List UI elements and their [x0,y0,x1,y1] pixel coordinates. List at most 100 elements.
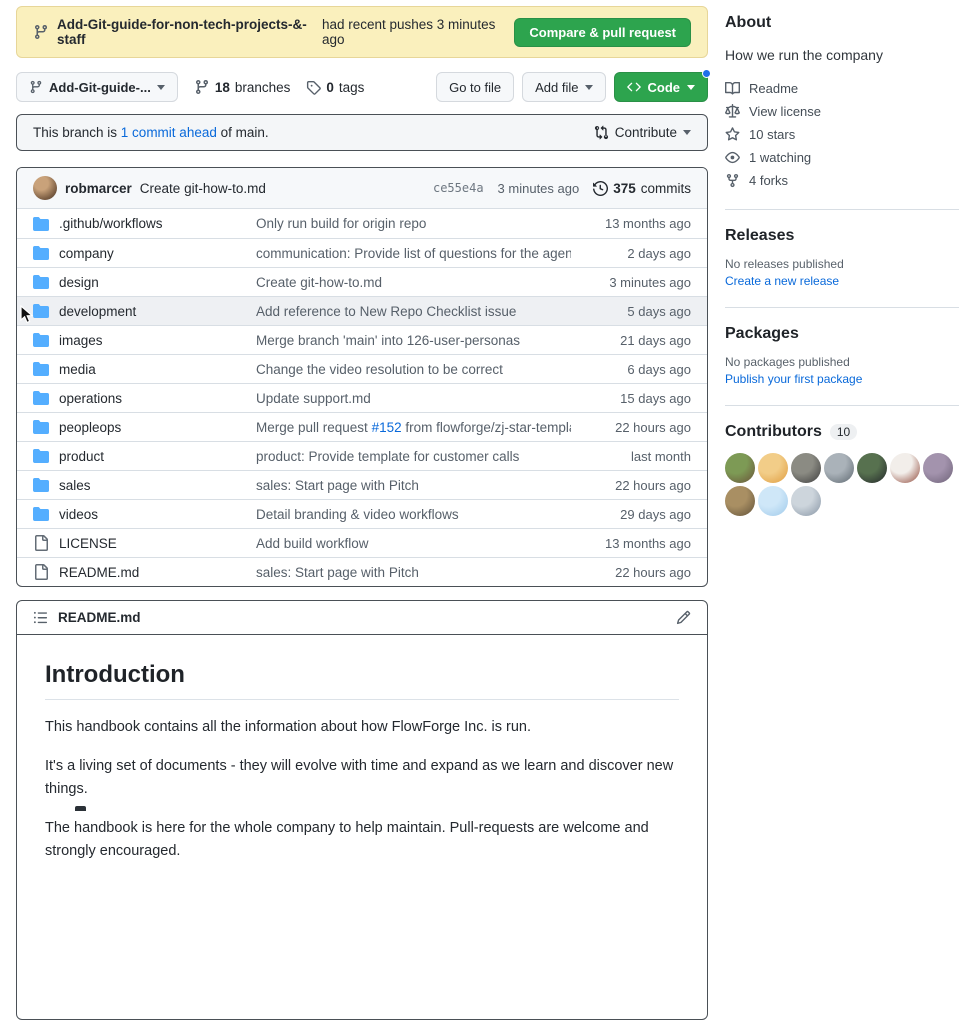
file-commit-date: 21 days ago [620,332,691,348]
branches-link[interactable]: 18 branches [194,79,290,95]
contributor-avatar[interactable] [890,453,920,483]
file-row[interactable]: videos Detail branding & video workflows… [17,499,707,528]
releases-heading[interactable]: Releases [725,227,795,244]
pull-request-link[interactable]: #152 [371,419,402,435]
contributor-avatar[interactable] [824,453,854,483]
history-icon [593,180,609,196]
go-to-file-button[interactable]: Go to file [436,72,515,102]
contributor-avatar[interactable] [791,453,821,483]
code-icon [626,80,641,94]
contributor-avatar[interactable] [725,486,755,516]
file-commit-message[interactable]: Create git-how-to.md [256,274,383,290]
divider [725,307,959,308]
file-name[interactable]: company [59,245,114,261]
packages-heading[interactable]: Packages [725,325,799,342]
tag-icon [306,80,322,95]
file-name[interactable]: videos [59,506,99,522]
file-row[interactable]: peopleops Merge pull request #152 from f… [17,412,707,441]
folder-icon [33,332,49,348]
file-name[interactable]: LICENSE [59,535,117,551]
file-row[interactable]: product product: Provide template for cu… [17,441,707,470]
file-name[interactable]: operations [59,390,123,406]
avatar[interactable] [33,176,57,200]
file-row[interactable]: development Add reference to New Repo Ch… [17,296,707,325]
file-row[interactable]: LICENSE Add build workflow 13 months ago [17,528,707,557]
contributor-avatar[interactable] [857,453,887,483]
file-commit-message[interactable]: Merge pull request #152 from flowforge/z… [256,419,571,435]
file-commit-message[interactable]: Only run build for origin repo [256,216,427,231]
contribute-button[interactable]: Contribute [594,125,691,140]
file-commit-message[interactable]: product: Provide template for customer c… [256,448,520,464]
publish-package-link[interactable]: Publish your first package [725,372,863,386]
file-name[interactable]: images [59,332,103,348]
commit-author[interactable]: robmarcer [65,180,132,196]
file-name[interactable]: README.md [59,564,140,580]
contributor-avatar[interactable] [725,453,755,483]
list-icon[interactable] [33,610,48,625]
file-name[interactable]: design [59,274,99,290]
file-commit-message[interactable]: sales: Start page with Pitch [256,564,419,580]
folder-icon [33,274,49,290]
folder-icon [33,245,49,261]
create-release-link[interactable]: Create a new release [725,274,840,288]
push-message: had recent pushes 3 minutes ago [321,17,496,47]
file-row[interactable]: .github/workflows Only run build for ori… [17,209,707,238]
contributor-avatar[interactable] [758,453,788,483]
file-row[interactable]: sales sales: Start page with Pitch 22 ho… [17,470,707,499]
chevron-down-icon [156,84,165,90]
file-name[interactable]: sales [59,477,91,493]
file-name[interactable]: peopleops [59,419,122,435]
tags-link[interactable]: 0 tags [306,80,364,95]
file-commit-message[interactable]: communication: Provide list of questions… [256,245,571,261]
readme-filename: README.md [58,610,141,625]
file-icon [33,535,49,551]
about-item-label: View license [749,104,822,119]
commit-history-link[interactable]: 375 commits [593,181,691,196]
file-row[interactable]: media Change the video resolution to be … [17,354,707,383]
file-commit-message[interactable]: Change the video resolution to be correc… [256,361,503,377]
about-item[interactable]: Readme [725,77,959,100]
about-list: Readme View license 10 stars 1 watching … [725,77,959,192]
file-row[interactable]: README.md sales: Start page with Pitch 2… [17,557,707,586]
add-file-button[interactable]: Add file [522,72,606,102]
pencil-icon[interactable] [676,610,691,625]
repo-sidebar: About How we run the company Readme View… [725,0,959,516]
file-commit-message[interactable]: sales: Start page with Pitch [256,477,419,493]
contributor-avatar[interactable] [791,486,821,516]
file-commit-message[interactable]: Add build workflow [256,535,369,551]
file-row[interactable]: design Create git-how-to.md 3 minutes ag… [17,267,707,296]
file-row[interactable]: company communication: Provide list of q… [17,238,707,267]
compare-pull-request-button[interactable]: Compare & pull request [514,17,691,47]
about-item[interactable]: View license [725,100,959,123]
about-item[interactable]: 1 watching [725,146,959,169]
contributors-count-badge: 10 [829,424,858,440]
about-description: How we run the company [725,47,883,63]
commit-sha[interactable]: ce55e4a [432,181,484,195]
file-row[interactable]: operations Update support.md 15 days ago [17,383,707,412]
file-commit-message[interactable]: Update support.md [256,390,371,406]
contributor-avatar[interactable] [923,453,953,483]
file-commit-message[interactable]: Merge branch 'main' into 126-user-person… [256,332,521,348]
code-button[interactable]: Code [613,69,711,102]
contributor-avatar[interactable] [758,486,788,516]
file-commit-message[interactable]: Detail branding & video workflows [256,506,459,522]
chevron-down-icon [683,130,691,135]
readme-paragraph: It's a living set of documents - they wi… [45,758,674,797]
file-commit-date: 6 days ago [627,361,691,377]
commit-message[interactable]: Create git-how-to.md [139,180,266,196]
git-branch-icon [29,80,43,94]
about-item[interactable]: 10 stars [725,123,959,146]
law-icon [725,104,740,119]
contributors-heading[interactable]: Contributors [725,423,822,440]
file-name[interactable]: media [59,361,96,377]
file-name[interactable]: product [59,448,105,464]
file-name[interactable]: .github/workflows [59,216,163,231]
readme-header: README.md [17,601,707,635]
folder-icon [33,419,49,435]
file-name[interactable]: development [59,303,137,319]
branch-selector[interactable]: Add-Git-guide-... [16,72,178,102]
commit-ahead-link[interactable]: 1 commit ahead [120,125,217,140]
file-commit-message[interactable]: Add reference to New Repo Checklist issu… [256,303,517,319]
about-item[interactable]: 4 forks [725,169,959,192]
file-row[interactable]: images Merge branch 'main' into 126-user… [17,325,707,354]
